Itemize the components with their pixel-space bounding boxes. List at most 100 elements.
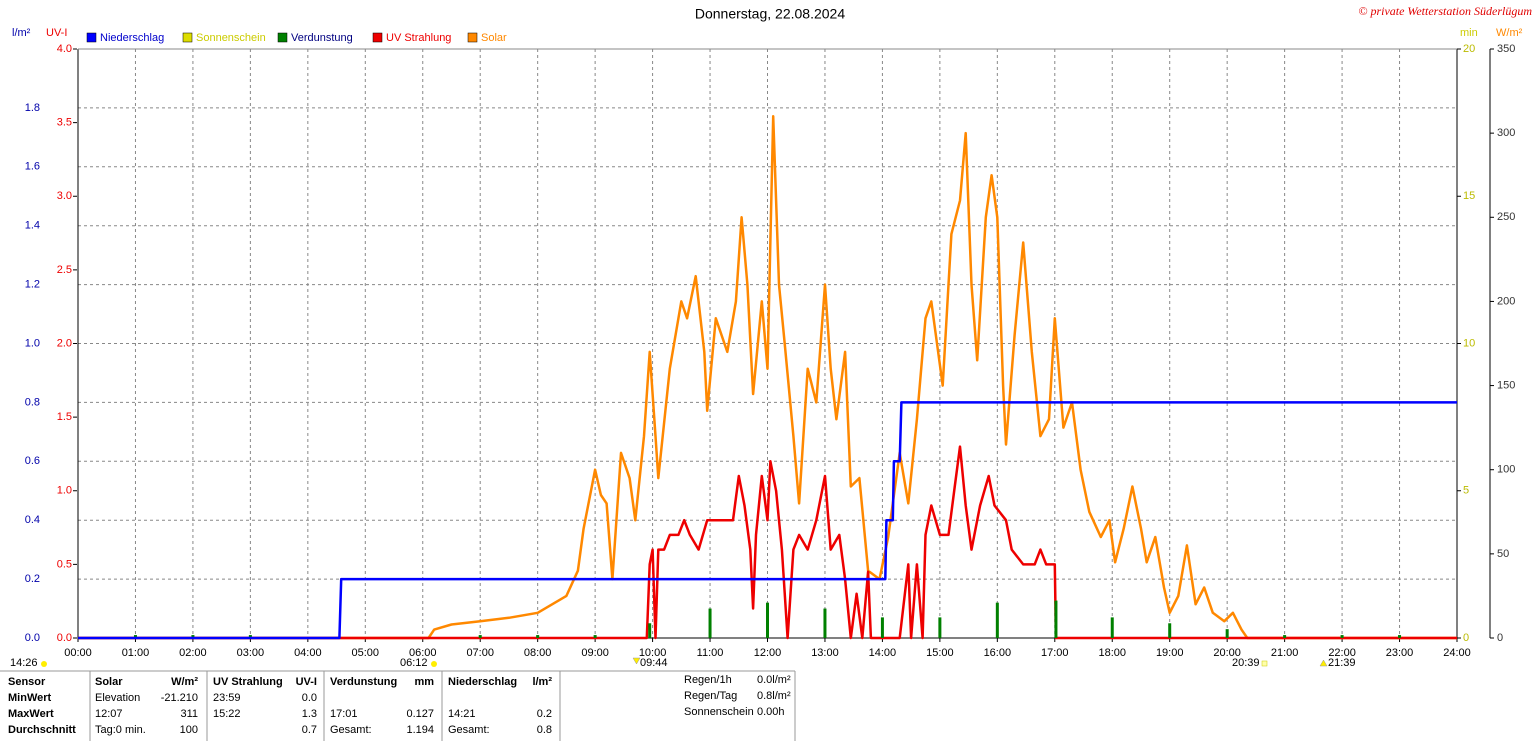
x-tick-label: 14:00 xyxy=(869,647,897,659)
x-tick-label: 04:00 xyxy=(294,647,322,659)
evaporation-bar xyxy=(1283,635,1287,638)
evaporation-bar xyxy=(938,617,942,638)
table-cell: 0.0 xyxy=(302,692,317,704)
table-cell: 23:59 xyxy=(213,692,241,704)
table-cell: 1.194 xyxy=(406,724,434,736)
sun-icon xyxy=(632,657,641,665)
stat-label: Sonnenschein xyxy=(684,706,754,718)
x-tick-label: 22:00 xyxy=(1328,647,1356,659)
marker-label: 20:39 xyxy=(1232,657,1260,669)
x-tick-label: 21:00 xyxy=(1271,647,1299,659)
evaporation-bar xyxy=(823,608,827,638)
table-cell: Gesamt: xyxy=(330,724,372,736)
table-header: Solar xyxy=(95,676,123,688)
table-header: mm xyxy=(414,676,434,688)
y4-axis-label: W/m² xyxy=(1496,27,1523,39)
table-header: Verdunstung xyxy=(330,676,397,688)
sun-icon xyxy=(431,661,437,667)
evaporation-bar xyxy=(1110,617,1114,638)
y4-tick-label: 100 xyxy=(1497,464,1515,476)
x-tick-label: 03:00 xyxy=(237,647,265,659)
legend-swatch xyxy=(372,32,383,43)
evaporation-bar xyxy=(995,602,999,638)
table-cell: 0.127 xyxy=(406,708,434,720)
x-tick-label: 16:00 xyxy=(984,647,1012,659)
y2-tick-label: 3.5 xyxy=(57,117,72,129)
y2-tick-label: 1.5 xyxy=(57,411,72,423)
y2-tick-label: 2.5 xyxy=(57,264,72,276)
y-axis-label: l/m² xyxy=(12,27,31,39)
y2-tick-label: 0.5 xyxy=(57,558,72,570)
sun-icon xyxy=(1261,660,1268,667)
row-label: MaxWert xyxy=(8,708,54,720)
y-tick-label: 0.6 xyxy=(25,455,40,467)
x-tick-label: 00:00 xyxy=(64,647,92,659)
x-tick-label: 23:00 xyxy=(1386,647,1414,659)
evaporation-bar xyxy=(248,635,252,638)
x-tick-label: 18:00 xyxy=(1098,647,1126,659)
marker-label: 21:39 xyxy=(1328,657,1356,669)
evaporation-bar xyxy=(1225,629,1229,638)
evaporation-bar xyxy=(708,608,712,638)
series-line xyxy=(78,115,1457,640)
stat-label: Regen/Tag xyxy=(684,690,737,702)
evaporation-bar xyxy=(593,635,597,638)
evaporation-bar xyxy=(191,635,195,638)
table-header: l/m² xyxy=(532,676,552,688)
legend-swatch xyxy=(277,32,288,43)
sun-markers: 14:26 06:12 09:44 20:39 21:39 xyxy=(10,657,1356,669)
legend-label: Verdunstung xyxy=(291,32,353,44)
table-cell: 14:21 xyxy=(448,708,476,720)
table-header: Sensor xyxy=(8,676,46,688)
y-tick-label: 1.2 xyxy=(25,279,40,291)
series-line xyxy=(78,445,1457,640)
table-header: UV Strahlung xyxy=(213,676,283,688)
x-tick-label: 02:00 xyxy=(179,647,207,659)
marker-label: 14:26 xyxy=(10,657,38,669)
evaporation-bar xyxy=(478,635,482,638)
x-tick-label: 13:00 xyxy=(811,647,839,659)
stat-label: Regen/1h xyxy=(684,674,732,686)
y4-tick-label: 0 xyxy=(1497,632,1503,644)
y-tick-label: 0.4 xyxy=(25,514,40,526)
stat-value: 0.00h xyxy=(757,706,785,718)
y4-tick-label: 200 xyxy=(1497,295,1515,307)
y3-tick-label: 20 xyxy=(1463,43,1475,55)
y-tick-label: 0.8 xyxy=(25,396,40,408)
y3-tick-label: 5 xyxy=(1463,485,1469,497)
row-label: MinWert xyxy=(8,692,52,704)
y4-tick-label: 50 xyxy=(1497,548,1509,560)
y2-tick-label: 1.0 xyxy=(57,485,72,497)
y2-tick-label: 3.0 xyxy=(57,190,72,202)
x-tick-label: 24:00 xyxy=(1443,647,1471,659)
x-tick-label: 08:00 xyxy=(524,647,552,659)
table-cell: 1.3 xyxy=(302,708,317,720)
y2-tick-label: 0.0 xyxy=(57,632,72,644)
y-tick-label: 0.2 xyxy=(25,573,40,585)
x-tick-label: 05:00 xyxy=(352,647,380,659)
y2-tick-label: 2.0 xyxy=(57,337,72,349)
legend-swatch xyxy=(86,32,97,43)
y3-tick-label: 0 xyxy=(1463,632,1469,644)
row-label: Durchschnitt xyxy=(8,724,76,736)
evaporation-bar xyxy=(536,635,540,638)
table-cell: Gesamt: xyxy=(448,724,490,736)
table-cell: 311 xyxy=(180,708,198,720)
y4-tick-label: 300 xyxy=(1497,127,1515,139)
table-cell: 0.8 xyxy=(537,724,552,736)
legend-swatch xyxy=(182,32,193,43)
y4-tick-label: 150 xyxy=(1497,379,1515,391)
evaporation-bar xyxy=(880,617,884,638)
sun-icon xyxy=(41,661,47,667)
evaporation-bar xyxy=(766,602,769,638)
table-cell: 0.7 xyxy=(302,724,317,736)
y2-axis-label: UV-I xyxy=(46,27,67,39)
x-tick-label: 15:00 xyxy=(926,647,954,659)
legend-label: UV Strahlung xyxy=(386,32,451,44)
x-tick-label: 06:00 xyxy=(409,647,437,659)
sun-icon xyxy=(1319,659,1328,667)
x-tick-label: 12:00 xyxy=(754,647,782,659)
table-cell: 0.2 xyxy=(537,708,552,720)
table-cell: Elevation xyxy=(95,692,140,704)
x-tick-label: 19:00 xyxy=(1156,647,1184,659)
